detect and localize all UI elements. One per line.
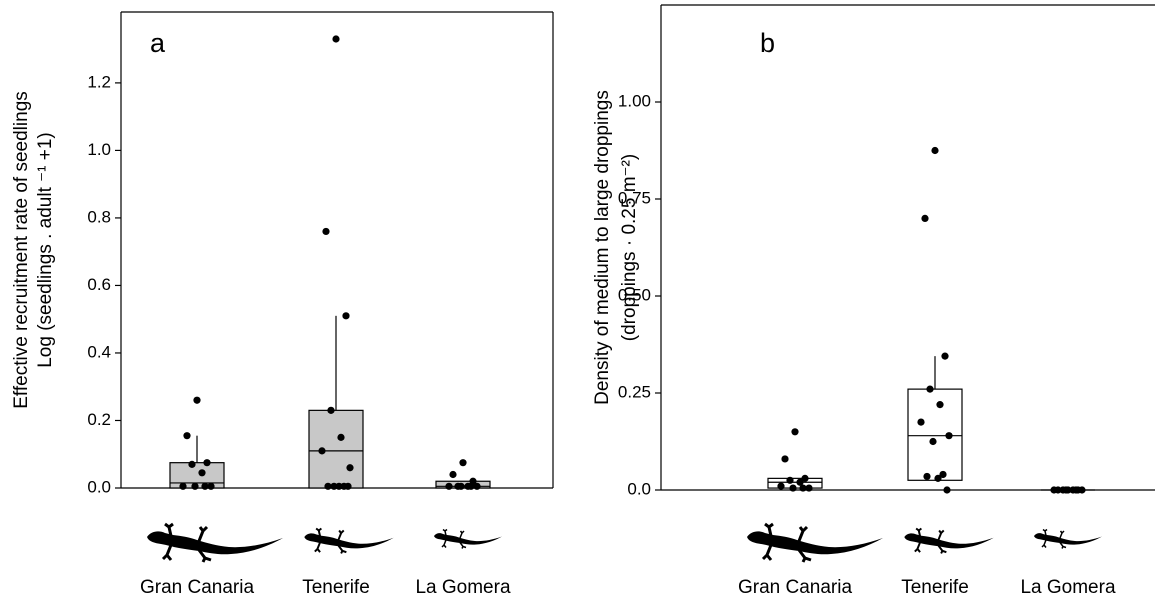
data-point [457,482,465,490]
data-point [335,482,343,490]
data-point [777,482,785,490]
y-tick-label: 0.25 [618,382,651,401]
y-axis-label: Effective recruitment rate of seedlings [11,91,32,409]
panel: b Density of medium to large droppings (dr… [592,4,1155,598]
y-tick-label: 0.8 [87,207,111,226]
data-point [801,474,809,482]
y-tick-label: 0.6 [87,275,111,294]
data-point [337,433,345,441]
x-tick-label: Tenerife [302,577,370,598]
lizard-icon [433,528,503,550]
data-point [203,459,211,467]
lizard-icon [145,522,285,564]
y-tick-label: 1.2 [87,72,111,91]
data-point [805,484,813,492]
y-tick-label: 0.2 [87,410,111,429]
panel-label: b [760,28,775,58]
y-tick-label: 0.75 [618,188,651,207]
data-point [445,482,453,490]
data-point [945,432,953,440]
y-tick-label: 1.0 [87,140,111,159]
data-point [330,482,338,490]
lizard-icon [303,527,395,555]
lizard-icons [145,522,1103,564]
data-point [183,432,191,440]
panel-label: a [150,28,166,58]
data-point [931,146,939,155]
y-axis-label: (droppings · 0.25 m⁻²) [619,154,640,341]
data-point [473,482,481,490]
lizard-icon [1033,528,1103,550]
data-point [929,437,937,446]
data-point [193,396,201,404]
data-point [191,482,199,490]
x-tick-label: La Gomera [1020,577,1115,598]
data-point [926,385,934,393]
data-point [796,478,804,486]
data-point [332,35,340,43]
x-tick-label: Tenerife [901,577,969,598]
data-point [1078,486,1086,494]
data-point [322,227,330,236]
data-point [201,482,209,490]
y-axis-label: Log (seedlings . adult ⁻¹ +1) [35,132,56,368]
data-point [467,482,475,490]
data-point [346,464,354,472]
data-point [939,470,947,479]
data-point [786,476,794,484]
data-point [1072,486,1080,494]
data-point [943,486,951,494]
data-point [327,406,335,414]
x-tick-label: Gran Canaria [140,577,254,598]
y-tick-label: 1.00 [618,91,651,110]
lizard-icon [745,522,885,564]
y-tick-label: 0.0 [87,477,111,496]
box [308,409,364,489]
data-point [799,484,807,492]
data-point [324,482,332,490]
panel: a Effective recruitment rate of seedlings… [11,11,554,598]
data-point [459,459,467,467]
data-point [917,418,925,426]
data-point [318,447,326,455]
data-point [934,474,942,482]
x-tick-label: La Gomera [415,577,510,598]
data-point [342,312,350,320]
box [907,388,963,481]
data-point [344,482,352,490]
data-point [188,460,196,468]
data-point [207,482,215,490]
x-tick-label: Gran Canaria [738,577,852,598]
y-axis-label: Density of medium to large droppings [592,90,613,405]
data-point [198,469,206,477]
y-tick-label: 0.50 [618,285,651,304]
data-point [1062,486,1070,494]
data-point [449,470,457,479]
data-point [791,428,799,436]
data-point [789,484,797,492]
y-tick-label: 0.4 [87,342,111,361]
data-point [179,482,187,490]
y-tick-label: 0.0 [627,479,651,498]
lizard-icon [903,527,995,555]
data-point [1050,486,1058,494]
data-point [921,214,929,222]
data-point [781,455,789,463]
data-point [936,401,944,409]
data-point [941,352,949,360]
data-point [923,472,931,481]
